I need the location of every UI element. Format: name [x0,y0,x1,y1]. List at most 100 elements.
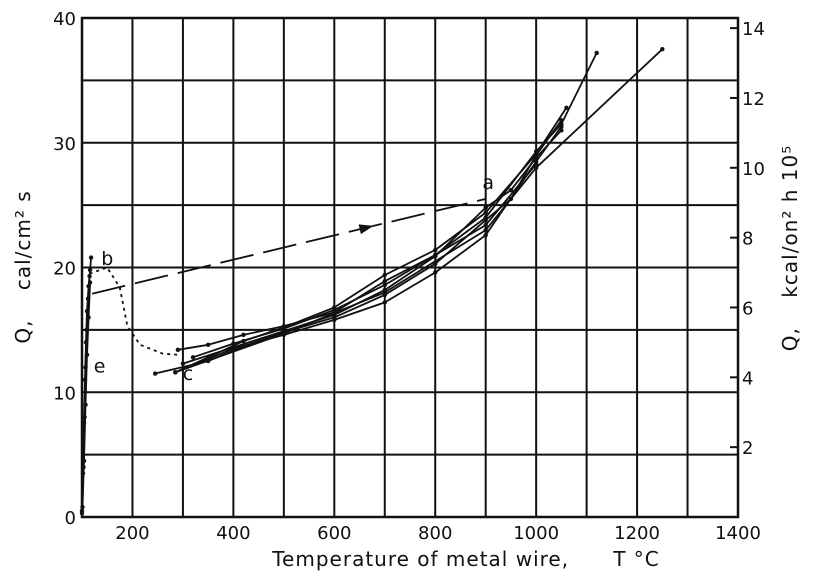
data-point [332,307,337,313]
data-point [84,308,90,314]
plot-frame [80,16,740,519]
y2-tick-label: 4 [742,368,753,389]
data-point [80,471,86,476]
data-point [382,300,387,305]
data-point [82,415,87,420]
data-point [332,312,337,318]
data-point [533,151,539,157]
curve-annotations: a b c e [94,172,494,385]
data-point [382,290,387,295]
data-point [382,272,387,278]
data-point [564,105,569,111]
data-point [559,128,564,133]
x-tick-label: 800 [418,523,452,544]
data-point [87,280,93,285]
series-line-2 [154,119,563,375]
series-line-7 [175,48,663,374]
data-point [483,217,488,223]
data-point [175,347,181,353]
data-point [241,338,246,344]
x-tick-label: 1200 [614,523,660,544]
data-point [205,355,211,360]
data-point [241,343,246,349]
y2-tick-label: 14 [742,19,765,40]
data-point [533,155,539,160]
annotation-a: a [482,172,494,194]
data-point [231,345,236,350]
series-line-5 [182,129,563,365]
data-point [483,227,488,233]
data-point [83,340,89,345]
x-tick-label: 1400 [715,523,761,544]
tick-labels: 200 400 600 800 1000 1200 1400 0 10 20 30 40 2 4 6 8 10 1… [53,9,765,544]
data-point [382,282,387,288]
data-point [433,247,438,253]
data-point [173,370,178,375]
series-line-9 [89,266,178,356]
x-tick-label: 600 [317,523,351,544]
data-point [281,326,287,331]
plot-border [80,16,740,519]
data-point [152,371,158,376]
data-point [559,124,564,129]
data-point [205,358,211,364]
annotation-c: c [183,363,193,385]
data-point [533,165,539,170]
y-tick-label: 0 [65,508,76,529]
data-point [241,332,246,338]
data-markers [79,46,665,516]
data-point [81,458,87,464]
y-axis-label: Q, cal/cm² s [11,190,35,343]
x-tick-label: 1000 [513,523,559,544]
y2-axis-label: Q, kcal/on² h 10⁵ [778,145,802,351]
y-tick-label: 40 [53,9,76,30]
data-point [83,402,88,407]
data-point [508,196,514,202]
grid-lines [82,18,738,517]
data-point [281,331,287,336]
data-point [508,187,514,193]
data-point [84,352,90,358]
data-point [231,341,236,346]
data-point [86,284,91,289]
data-point [82,377,88,382]
data-point [190,355,196,360]
data-point [79,508,85,513]
y2-tick-label: 8 [742,229,753,250]
y-tick-label: 20 [53,259,76,280]
y-tick-label: 30 [53,134,76,155]
data-point [180,361,186,366]
annotation-b: b [101,248,113,270]
x-axis-label: Temperature of metal wire, T °C [271,547,660,571]
data-point [433,270,438,275]
y2-tick-label: 10 [742,159,765,180]
data-point [83,365,88,370]
data-point [483,205,488,210]
data-point [594,50,599,56]
y2-tick-label: 6 [742,298,753,319]
data-point [87,274,92,279]
y2-tick-label: 12 [742,89,765,110]
data-point [483,210,488,215]
data-point [332,317,337,323]
data-point [85,296,91,301]
data-point [88,255,94,260]
series-line-1 [177,52,598,351]
data-point [433,252,438,258]
data-point [87,267,93,273]
data-point [80,504,85,510]
x-tick-label: 400 [216,523,250,544]
data-series [81,48,663,514]
data-point [81,421,87,426]
y2-tick-label: 2 [742,438,753,459]
data-point [81,464,86,470]
data-point [660,46,665,52]
data-point [483,222,488,228]
data-point [433,261,438,266]
data-point [382,279,387,284]
data-point [86,315,91,320]
annotation-e: e [94,355,106,377]
data-point [559,118,564,123]
data-point [533,161,539,167]
